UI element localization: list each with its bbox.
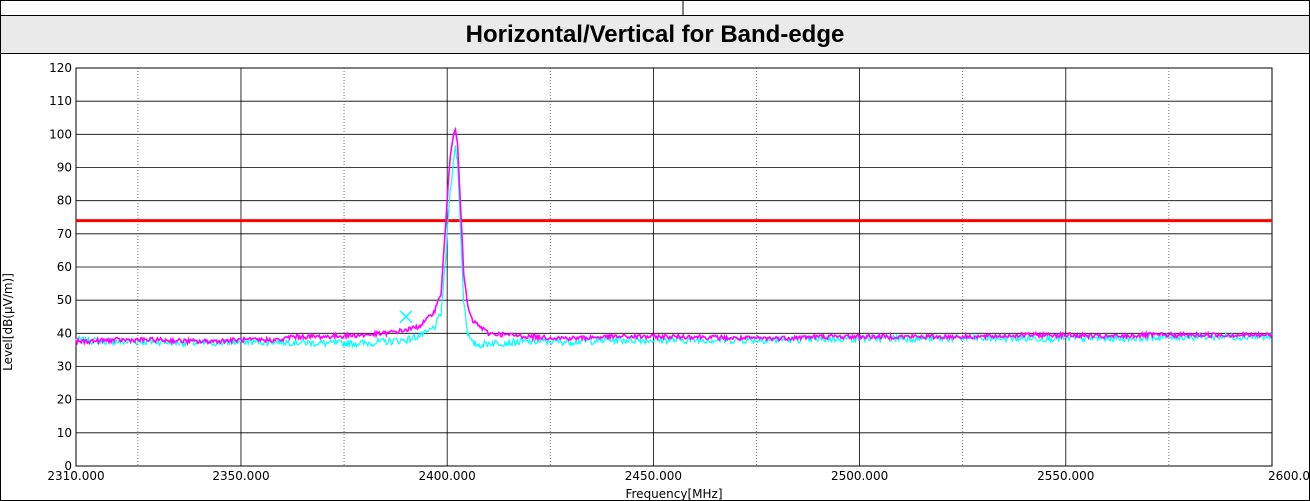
x-tick-labels: 2310.000 2350.000 2400.000 2450.000 2500.000… <box>47 469 1310 483</box>
series-magenta-trace <box>75 126 1273 346</box>
y-tick-label: 80 <box>57 194 72 208</box>
x-axis-label: Frequency[MHz] <box>625 487 722 501</box>
chart-plot: 0 10 20 30 40 50 60 70 80 90 100 110 120 2310.000 235… <box>1 61 1310 501</box>
y-tick-label: 10 <box>57 426 72 440</box>
chart-title-bar: Horizontal/Vertical for Band-edge <box>1 15 1309 54</box>
top-header-dividers <box>682 0 684 15</box>
x-tick-label: 2550.000 <box>1037 469 1094 483</box>
x-tick-label: 2350.000 <box>212 469 269 483</box>
y-tick-label: 40 <box>57 326 72 340</box>
y-tick-label: 70 <box>57 227 72 241</box>
y-tick-label: 50 <box>57 293 72 307</box>
marker-x <box>399 310 413 324</box>
markers-group <box>399 310 413 324</box>
y-tick-label: 90 <box>57 161 72 175</box>
y-tick-label: 110 <box>49 94 72 108</box>
y-tick-label: 60 <box>57 260 72 274</box>
series-group <box>75 126 1273 349</box>
top-header-strip <box>0 0 1310 15</box>
y-tick-label: 30 <box>57 360 72 374</box>
minor-grid-lines <box>137 68 1170 466</box>
x-tick-label: 2310.000 <box>47 469 104 483</box>
marker-stroke <box>399 310 413 324</box>
x-tick-label: 2400.000 <box>419 469 476 483</box>
chart-title: Horizontal/Vertical for Band-edge <box>465 20 845 48</box>
x-tick-label: 2600.000 <box>1268 469 1310 483</box>
grid-lines <box>76 68 1272 466</box>
y-tick-label: 20 <box>57 393 72 407</box>
x-tick-label: 2500.000 <box>831 469 888 483</box>
y-tick-label: 100 <box>49 127 72 141</box>
y-axis-label: Level[dB(μV/m)] <box>1 273 15 371</box>
y-tick-labels: 0 10 20 30 40 50 60 70 80 90 100 110 120 <box>49 61 72 473</box>
y-tick-label: 0 <box>64 459 72 473</box>
x-tick-label: 2450.000 <box>625 469 682 483</box>
y-tick-label: 120 <box>49 61 72 75</box>
